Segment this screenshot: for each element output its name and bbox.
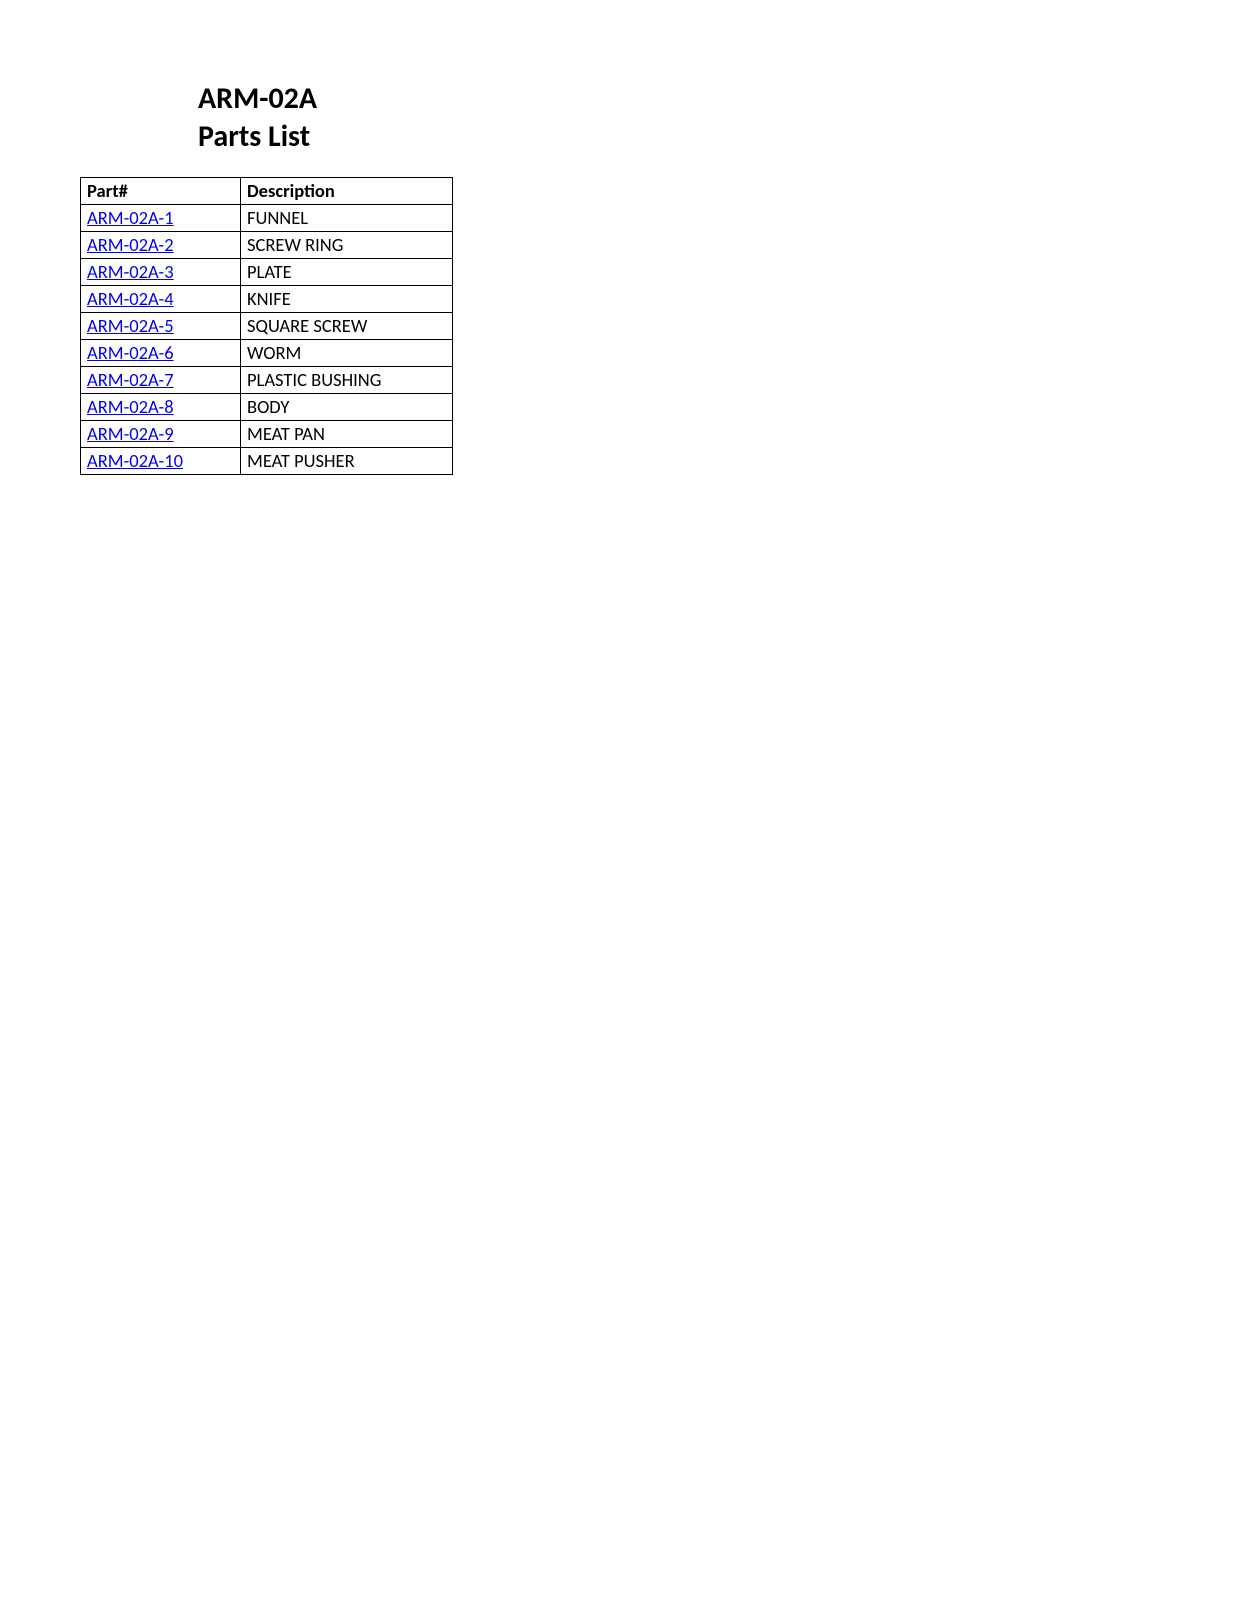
cell-description: MEAT PUSHER — [241, 448, 453, 475]
cell-part-number: ARM-02A-5 — [81, 313, 241, 340]
cell-description: FUNNEL — [241, 205, 453, 232]
cell-part-number: ARM-02A-9 — [81, 421, 241, 448]
table-row: ARM-02A-5 SQUARE SCREW — [81, 313, 453, 340]
table-row: ARM-02A-9 MEAT PAN — [81, 421, 453, 448]
cell-part-number: ARM-02A-2 — [81, 232, 241, 259]
part-link[interactable]: ARM-02A-5 — [87, 314, 174, 337]
cell-part-number: ARM-02A-1 — [81, 205, 241, 232]
part-link[interactable]: ARM-02A-7 — [87, 368, 174, 391]
table-row: ARM-02A-1 FUNNEL — [81, 205, 453, 232]
cell-description: KNIFE — [241, 286, 453, 313]
cell-part-number: ARM-02A-6 — [81, 340, 241, 367]
column-header-description: Description — [241, 178, 453, 205]
table-header-row: Part# Description — [81, 178, 453, 205]
table-row: ARM-02A-2 SCREW RING — [81, 232, 453, 259]
cell-part-number: ARM-02A-3 — [81, 259, 241, 286]
cell-description: BODY — [241, 394, 453, 421]
cell-part-number: ARM-02A-10 — [81, 448, 241, 475]
cell-description: PLASTIC BUSHING — [241, 367, 453, 394]
cell-description: SQUARE SCREW — [241, 313, 453, 340]
part-link[interactable]: ARM-02A-6 — [87, 341, 174, 364]
part-link[interactable]: ARM-02A-1 — [87, 206, 174, 229]
part-link[interactable]: ARM-02A-4 — [87, 287, 174, 310]
part-link[interactable]: ARM-02A-10 — [87, 449, 183, 472]
table-row: ARM-02A-8 BODY — [81, 394, 453, 421]
part-link[interactable]: ARM-02A-3 — [87, 260, 174, 283]
page: ARM-02A Parts List Part# Description ARM… — [0, 0, 1237, 475]
cell-part-number: ARM-02A-7 — [81, 367, 241, 394]
page-title-subtitle: Parts List — [198, 118, 1157, 156]
part-link[interactable]: ARM-02A-9 — [87, 422, 174, 445]
table-row: ARM-02A-4 KNIFE — [81, 286, 453, 313]
part-link[interactable]: ARM-02A-8 — [87, 395, 174, 418]
cell-description: PLATE — [241, 259, 453, 286]
table-row: ARM-02A-10 MEAT PUSHER — [81, 448, 453, 475]
table-row: ARM-02A-7 PLASTIC BUSHING — [81, 367, 453, 394]
part-link[interactable]: ARM-02A-2 — [87, 233, 174, 256]
cell-description: MEAT PAN — [241, 421, 453, 448]
table-row: ARM-02A-6 WORM — [81, 340, 453, 367]
cell-description: WORM — [241, 340, 453, 367]
cell-part-number: ARM-02A-8 — [81, 394, 241, 421]
page-title-model: ARM-02A — [198, 80, 1157, 118]
title-block: ARM-02A Parts List — [198, 80, 1157, 155]
parts-table: Part# Description ARM-02A-1FUNNELARM-02A… — [80, 177, 453, 475]
cell-description: SCREW RING — [241, 232, 453, 259]
table-row: ARM-02A-3 PLATE — [81, 259, 453, 286]
column-header-part: Part# — [81, 178, 241, 205]
cell-part-number: ARM-02A-4 — [81, 286, 241, 313]
